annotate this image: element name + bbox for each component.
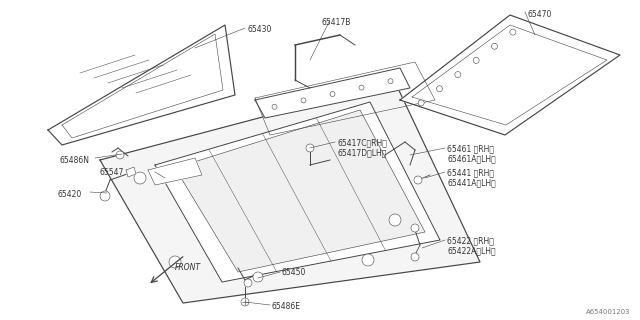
Polygon shape: [48, 25, 235, 145]
Polygon shape: [126, 167, 136, 177]
Circle shape: [411, 224, 419, 232]
Circle shape: [306, 144, 314, 152]
Circle shape: [244, 279, 252, 287]
Polygon shape: [148, 158, 202, 185]
Text: 65547: 65547: [100, 168, 124, 177]
Circle shape: [418, 100, 424, 106]
Circle shape: [359, 85, 364, 90]
Text: FRONT: FRONT: [175, 263, 201, 273]
Circle shape: [362, 254, 374, 266]
Text: 65441 〈RH〉: 65441 〈RH〉: [447, 168, 494, 177]
Polygon shape: [155, 102, 440, 282]
Circle shape: [473, 57, 479, 63]
Polygon shape: [62, 34, 223, 138]
Text: 65441A〈LH〉: 65441A〈LH〉: [447, 178, 496, 187]
Circle shape: [455, 72, 461, 77]
Polygon shape: [400, 15, 620, 135]
Circle shape: [272, 104, 277, 109]
Text: 65461A〈LH〉: 65461A〈LH〉: [447, 154, 496, 163]
Circle shape: [253, 272, 263, 282]
Circle shape: [100, 191, 110, 201]
Circle shape: [492, 43, 497, 49]
Text: 65417D〈LH〉: 65417D〈LH〉: [337, 148, 387, 157]
Circle shape: [134, 172, 146, 184]
Polygon shape: [412, 25, 607, 125]
Circle shape: [330, 92, 335, 97]
Circle shape: [116, 151, 124, 159]
Circle shape: [411, 253, 419, 261]
Polygon shape: [255, 68, 410, 118]
Polygon shape: [100, 82, 480, 303]
Text: 65422A〈LH〉: 65422A〈LH〉: [447, 246, 495, 255]
Text: A654001203: A654001203: [586, 309, 630, 315]
Text: 65486E: 65486E: [272, 302, 301, 311]
Circle shape: [389, 214, 401, 226]
Polygon shape: [175, 110, 425, 272]
Text: 65422 〈RH〉: 65422 〈RH〉: [447, 236, 494, 245]
Circle shape: [241, 298, 249, 306]
Circle shape: [510, 29, 516, 35]
Text: 65461 〈RH〉: 65461 〈RH〉: [447, 144, 494, 153]
Text: 65420: 65420: [58, 190, 83, 199]
Text: 65486N: 65486N: [60, 156, 90, 165]
Circle shape: [388, 79, 393, 84]
Circle shape: [436, 86, 442, 92]
Text: 65417C〈RH〉: 65417C〈RH〉: [337, 138, 387, 147]
Circle shape: [301, 98, 306, 103]
Text: 65430: 65430: [247, 25, 271, 34]
Text: 65470: 65470: [527, 10, 552, 19]
Circle shape: [414, 176, 422, 184]
Text: 65417B: 65417B: [322, 18, 351, 27]
Text: 65450: 65450: [282, 268, 307, 277]
Circle shape: [169, 256, 181, 268]
